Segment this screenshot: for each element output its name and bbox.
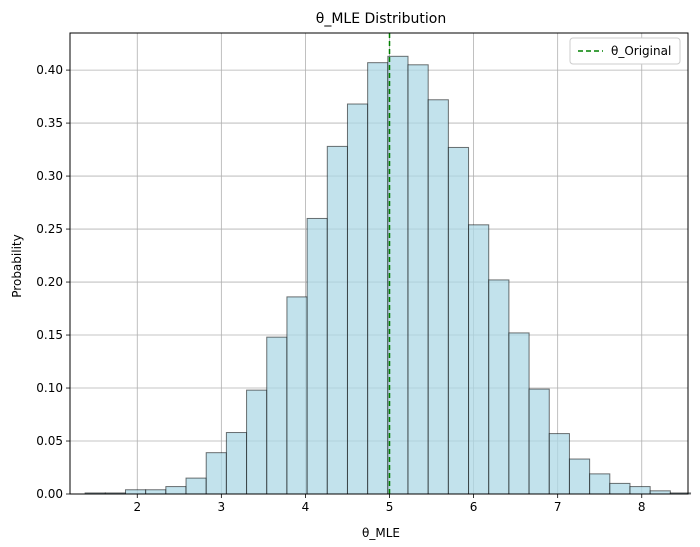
histogram-bar <box>609 482 631 495</box>
legend-label: θ_Original <box>611 44 671 58</box>
y-axis-ticks: 0.00 0.05 0.10 0.15 0.20 0.25 0.30 0.35 0.40 <box>36 63 70 501</box>
histogram-bar <box>568 458 591 495</box>
histogram-bar <box>225 432 248 495</box>
chart-title: θ_MLE Distribution <box>316 11 446 27</box>
histogram-bar <box>528 388 550 495</box>
histogram-bar <box>145 489 167 495</box>
y-tick-label: 0.20 <box>36 275 63 289</box>
histogram-bar <box>326 145 348 495</box>
histogram-bar <box>124 489 147 495</box>
histogram-bar <box>548 433 570 495</box>
x-axis-label: θ_MLE <box>362 526 400 540</box>
histogram-bar <box>447 146 470 495</box>
y-tick-label: 0.05 <box>36 434 63 448</box>
histogram-bar <box>589 473 611 495</box>
histogram-bars <box>84 55 692 495</box>
histogram-bar <box>306 217 328 495</box>
histogram-bar <box>246 389 268 495</box>
x-tick-label: 6 <box>470 500 478 514</box>
histogram-bar <box>508 332 530 495</box>
histogram-bar <box>367 62 389 495</box>
y-axis-label: Probability <box>10 234 24 297</box>
histogram-bar <box>205 452 227 495</box>
y-tick-label: 0.40 <box>36 63 63 77</box>
y-tick-label: 0.25 <box>36 222 63 236</box>
histogram-bar <box>468 224 490 495</box>
histogram-bar <box>488 279 510 495</box>
histogram-bar <box>286 296 308 495</box>
x-tick-label: 3 <box>218 500 226 514</box>
histogram-bar <box>185 477 207 495</box>
histogram-bar <box>346 103 369 495</box>
y-tick-label: 0.15 <box>36 328 63 342</box>
histogram-bar <box>629 486 651 495</box>
histogram-bar <box>407 64 429 495</box>
x-tick-label: 4 <box>302 500 310 514</box>
legend: θ_Original <box>569 37 681 65</box>
y-tick-label: 0.00 <box>36 487 63 501</box>
x-axis-ticks: 2 3 4 5 6 7 8 <box>133 494 646 514</box>
histogram-bar <box>165 486 187 495</box>
y-tick-label: 0.30 <box>36 169 63 183</box>
x-tick-label: 5 <box>386 500 394 514</box>
x-tick-label: 7 <box>554 500 562 514</box>
legend-box <box>569 37 681 65</box>
histogram-bar <box>387 55 409 495</box>
x-tick-label: 8 <box>638 500 646 514</box>
histogram-bar <box>266 336 288 495</box>
y-tick-label: 0.10 <box>36 381 63 395</box>
y-tick-label: 0.35 <box>36 116 63 130</box>
x-tick-label: 2 <box>133 500 141 514</box>
plot-frame <box>69 32 689 495</box>
histogram-bar <box>427 99 449 495</box>
